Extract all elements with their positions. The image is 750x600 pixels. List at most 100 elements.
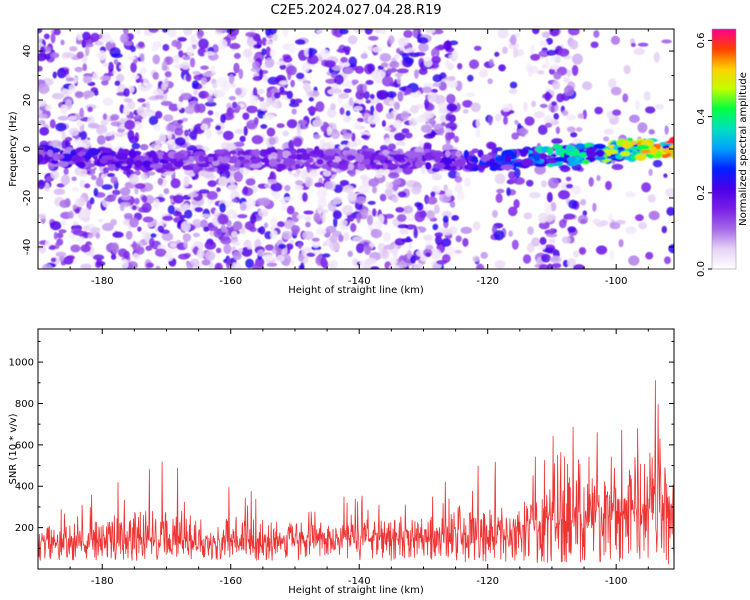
heatmap-cell bbox=[342, 46, 351, 53]
heatmap-cell bbox=[550, 202, 557, 212]
heatmap-cell bbox=[119, 64, 126, 70]
heatmap-cell bbox=[201, 259, 211, 266]
heatmap-cell bbox=[647, 194, 656, 203]
colorbar-tick-label: 0.0 bbox=[696, 261, 707, 277]
heatmap-cell bbox=[177, 36, 187, 42]
colorbar: 0.0 0.2 0.4 0.6 Normalized spectral amplitu… bbox=[696, 28, 749, 277]
heatmap-cell bbox=[286, 119, 298, 129]
heatmap-cell bbox=[567, 226, 577, 233]
heatmap-cell bbox=[434, 232, 444, 238]
heatmap-cell bbox=[388, 35, 395, 45]
heatmap-cell bbox=[549, 228, 555, 235]
heatmap-cell bbox=[498, 64, 506, 72]
heatmap-cell bbox=[185, 73, 192, 82]
heatmap-cell bbox=[48, 245, 57, 250]
heatmap-cell bbox=[643, 91, 651, 101]
heatmap-cell bbox=[55, 122, 67, 132]
heatmap-cell bbox=[322, 186, 328, 198]
heatmap-cell bbox=[537, 124, 548, 135]
heatmap-cell bbox=[137, 98, 146, 103]
heatmap-cell bbox=[153, 198, 160, 210]
snr-frame bbox=[37, 328, 675, 570]
heatmap-cell bbox=[302, 230, 314, 240]
heatmap-cell bbox=[338, 234, 344, 243]
heatmap-cell bbox=[251, 135, 264, 145]
heatmap-cell bbox=[72, 204, 78, 210]
heatmap-signal-cell bbox=[38, 153, 44, 163]
heatmap-cell bbox=[141, 202, 152, 213]
heatmap-signal-cell bbox=[669, 144, 674, 149]
heatmap-cell bbox=[157, 225, 165, 233]
heatmap-cell bbox=[242, 87, 248, 93]
heatmap-cell bbox=[80, 207, 91, 218]
heatmap-cell bbox=[456, 62, 463, 70]
heatmap-cell bbox=[68, 210, 74, 219]
heatmap-cell bbox=[330, 129, 341, 140]
heatmap-cell bbox=[263, 75, 269, 83]
heatmap-cell bbox=[167, 139, 177, 145]
heatmap-cell bbox=[523, 101, 528, 112]
heatmap-cell bbox=[530, 44, 535, 56]
heatmap-signal-cell bbox=[555, 147, 562, 156]
heatmap-cell bbox=[123, 29, 129, 35]
heatmap-cell bbox=[573, 264, 585, 269]
heatmap-cell bbox=[127, 55, 136, 61]
heatmap-cell bbox=[637, 122, 648, 133]
spectrogram-panel: -180 -160 -140 -120 -100 -40 -20 0 20 40 Height … bbox=[8, 28, 675, 296]
heatmap-cell bbox=[630, 42, 636, 48]
heatmap-cell bbox=[333, 184, 343, 193]
heatmap-cell bbox=[407, 212, 415, 222]
heatmap-cell bbox=[141, 195, 148, 203]
heatmap-cell bbox=[348, 190, 354, 200]
heatmap-cell bbox=[339, 107, 345, 115]
heatmap-cell bbox=[462, 100, 473, 108]
heatmap-cell bbox=[271, 99, 282, 109]
y-tick-label: 800 bbox=[15, 399, 34, 410]
heatmap-cell bbox=[191, 80, 199, 89]
heatmap-cell bbox=[102, 113, 108, 121]
x-tick-label: -140 bbox=[348, 276, 371, 287]
heatmap-signal-cell bbox=[329, 161, 339, 167]
heatmap-cell bbox=[110, 114, 120, 121]
heatmap-cell bbox=[232, 251, 242, 261]
heatmap-cell bbox=[339, 179, 350, 187]
heatmap-cell bbox=[245, 178, 256, 186]
heatmap-cell bbox=[405, 87, 412, 95]
heatmap-cell bbox=[164, 252, 174, 262]
heatmap-cell bbox=[609, 222, 621, 230]
heatmap-cell bbox=[502, 46, 508, 54]
heatmap-cell bbox=[219, 202, 226, 213]
heatmap-signal-cell bbox=[586, 147, 598, 152]
heatmap-cell bbox=[509, 81, 518, 89]
heatmap-cell bbox=[298, 119, 307, 126]
heatmap-cell bbox=[561, 236, 571, 244]
heatmap-cell bbox=[242, 240, 250, 247]
heatmap-cell bbox=[106, 173, 115, 178]
heatmap-cell bbox=[393, 54, 401, 59]
heatmap-cell bbox=[152, 218, 158, 227]
heatmap-cell bbox=[257, 249, 265, 257]
heatmap-cell bbox=[592, 202, 597, 212]
heatmap-cell bbox=[228, 95, 236, 101]
heatmap-signal-cell bbox=[228, 150, 237, 155]
heatmap-cell bbox=[204, 101, 217, 107]
heatmap-cell bbox=[534, 165, 546, 175]
heatmap-signal-cell bbox=[574, 143, 586, 150]
heatmap-cell bbox=[237, 214, 248, 219]
heatmap-cell bbox=[432, 29, 444, 35]
heatmap-cell bbox=[294, 39, 306, 45]
heatmap-cell bbox=[115, 132, 125, 138]
heatmap-cell bbox=[603, 128, 614, 135]
heatmap-cell bbox=[487, 78, 493, 85]
heatmap-signal-cell bbox=[433, 162, 446, 169]
heatmap-cell bbox=[214, 111, 220, 118]
heatmap-cell bbox=[395, 141, 406, 146]
heatmap-cell bbox=[578, 247, 587, 255]
heatmap-cell bbox=[76, 32, 82, 41]
heatmap-signal-cell bbox=[640, 149, 651, 154]
heatmap-cell bbox=[508, 88, 518, 95]
heatmap-cell bbox=[354, 65, 364, 74]
heatmap-cell bbox=[112, 231, 124, 238]
heatmap-cell bbox=[350, 222, 357, 233]
